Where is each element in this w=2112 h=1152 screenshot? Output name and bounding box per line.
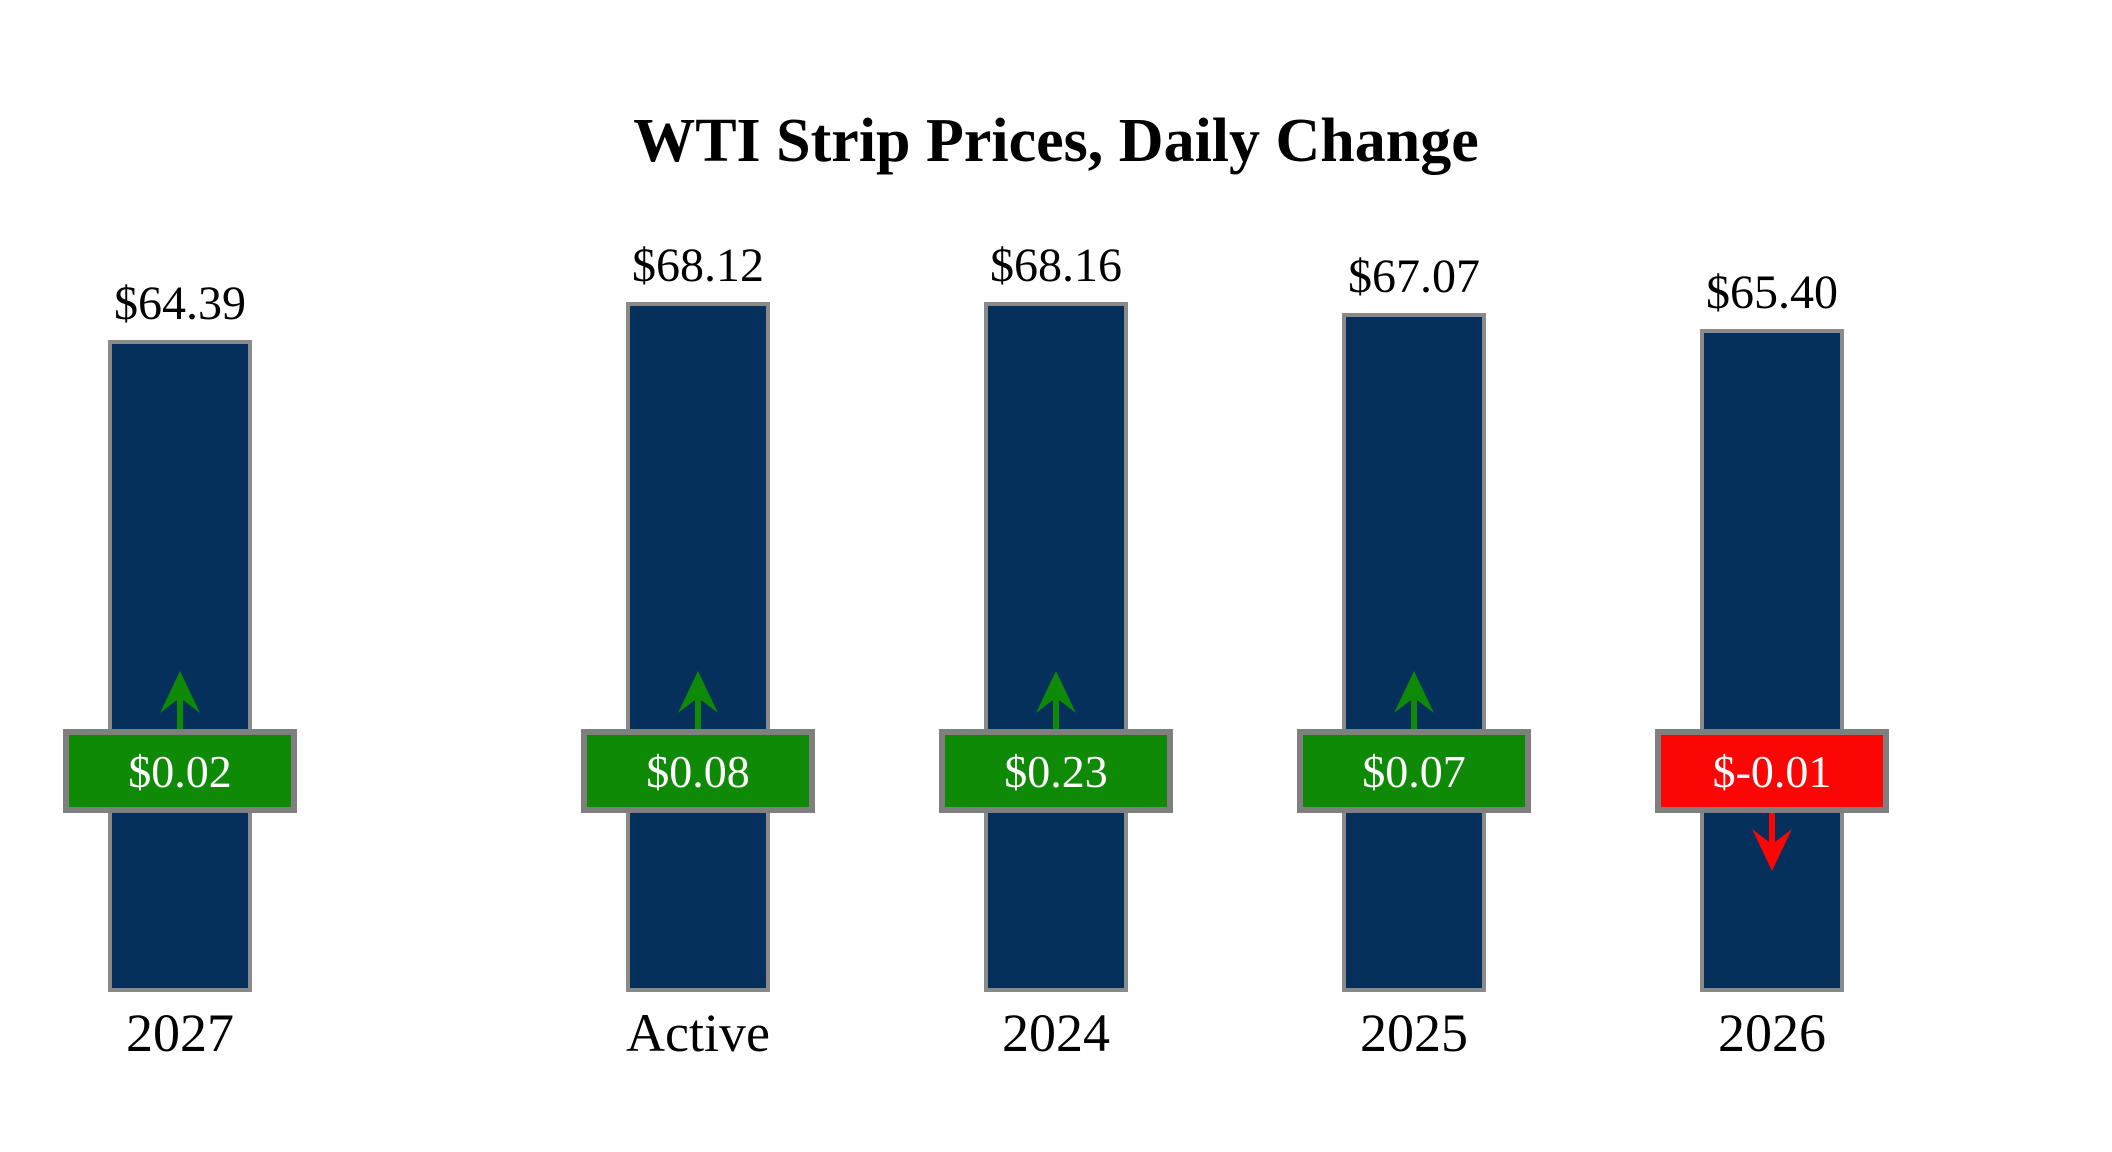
price-bar xyxy=(108,340,252,992)
bar-group-active: $68.12 $0.08 Active xyxy=(518,0,878,1152)
up-arrow-icon xyxy=(160,671,200,729)
price-label: $68.16 xyxy=(990,239,1122,292)
price-label: $67.07 xyxy=(1348,250,1480,303)
up-arrow-icon xyxy=(1394,671,1434,729)
daily-change-badge: $0.23 xyxy=(939,729,1173,813)
bar-group-2025: $67.07 $0.07 2025 xyxy=(1234,0,1594,1152)
bar-group-2026: $65.40 $-0.01 2026 xyxy=(1592,0,1952,1152)
price-label: $68.12 xyxy=(632,239,764,292)
down-arrow-icon xyxy=(1752,813,1792,871)
price-bar xyxy=(984,302,1128,992)
price-bar xyxy=(1342,313,1486,992)
category-label: 2024 xyxy=(1002,1003,1110,1063)
daily-change-badge: $0.07 xyxy=(1297,729,1531,813)
bar-group-2027: $64.39 $0.02 2027 xyxy=(0,0,360,1152)
daily-change-badge: $-0.01 xyxy=(1655,729,1889,813)
category-label: Active xyxy=(626,1003,770,1063)
daily-change-badge: $0.08 xyxy=(581,729,815,813)
price-bar xyxy=(626,302,770,992)
chart-title: WTI Strip Prices, Daily Change xyxy=(633,107,1479,175)
category-label: 2026 xyxy=(1718,1003,1826,1063)
price-label: $64.39 xyxy=(114,277,246,330)
price-label: $65.40 xyxy=(1706,266,1838,319)
up-arrow-icon xyxy=(678,671,718,729)
up-arrow-icon xyxy=(1036,671,1076,729)
category-label: 2027 xyxy=(126,1003,234,1063)
bar-group-2024: $68.16 $0.23 2024 xyxy=(876,0,1236,1152)
price-bar xyxy=(1700,329,1844,992)
daily-change-badge: $0.02 xyxy=(63,729,297,813)
category-label: 2025 xyxy=(1360,1003,1468,1063)
